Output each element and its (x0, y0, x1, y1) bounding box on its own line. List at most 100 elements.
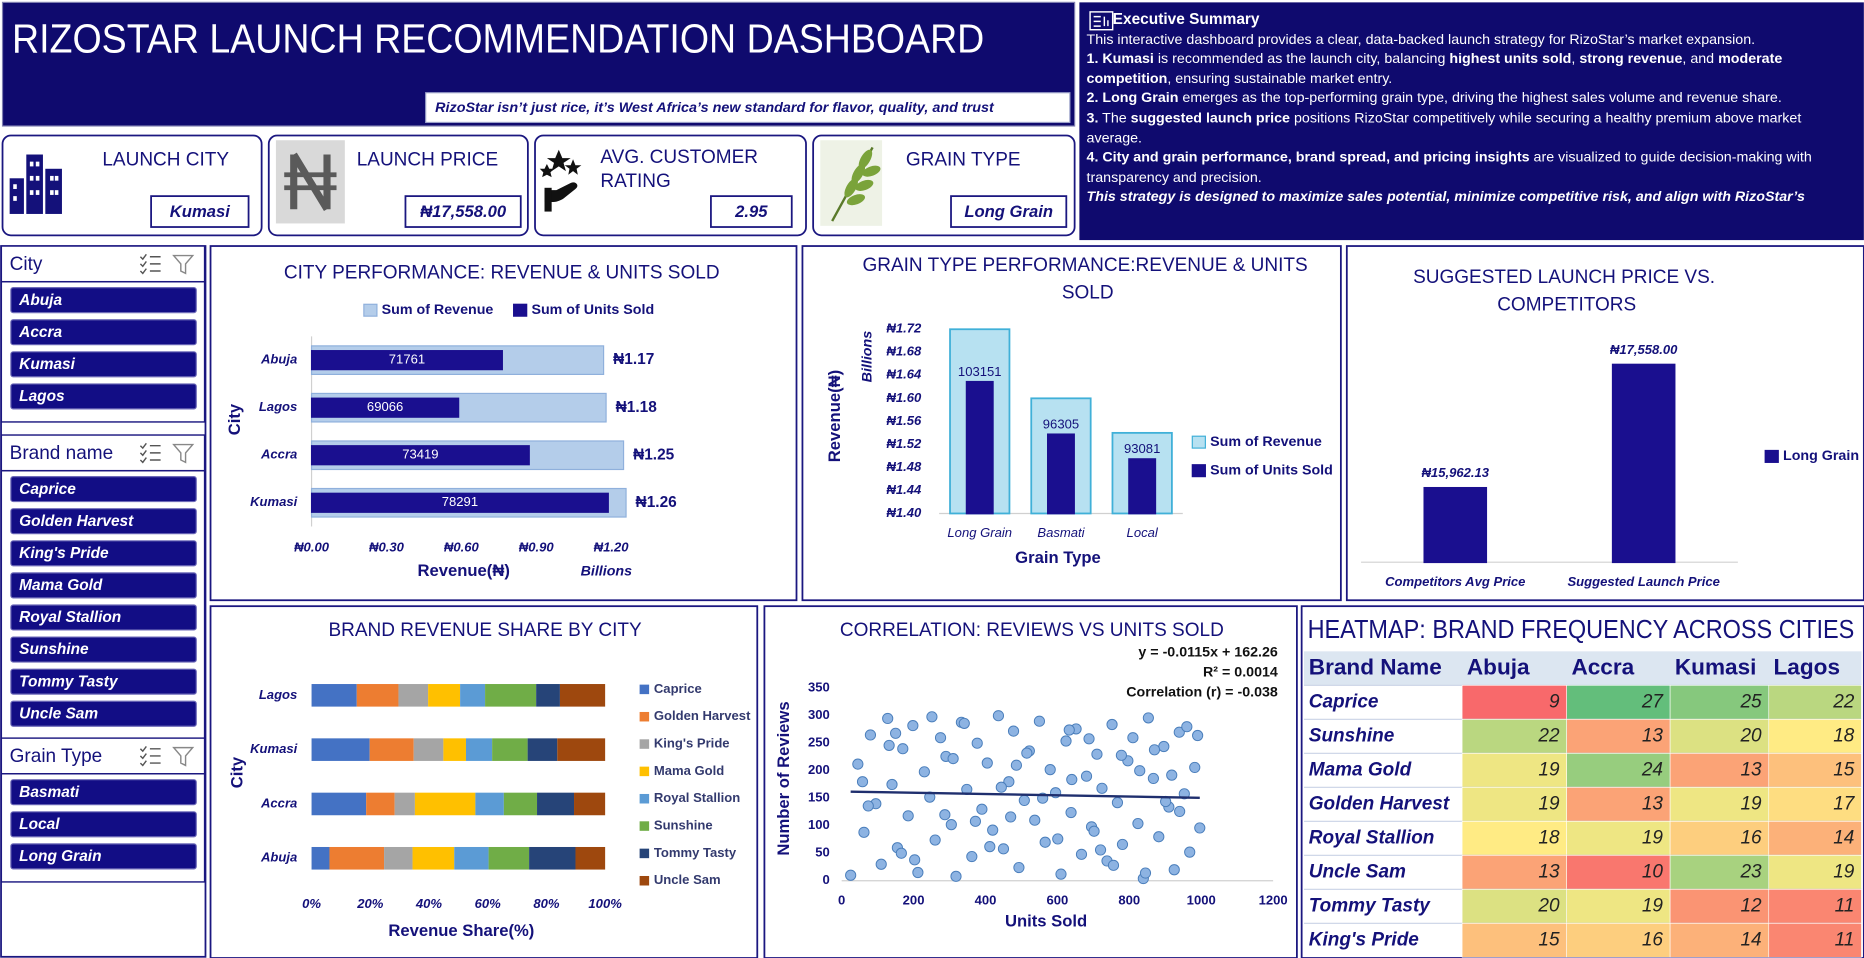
legend-swatch (639, 793, 650, 804)
slicer-item[interactable] (10, 508, 197, 535)
bar-segment (475, 792, 504, 816)
cell-value: 19 (1538, 793, 1560, 814)
slicer-item-label[interactable]: King's Pride (19, 545, 109, 562)
bar-segment (412, 846, 455, 870)
value-label: ₦1.17 (613, 351, 654, 368)
scatter-point (845, 869, 857, 881)
x-axis-label: Revenue Share(%) (388, 921, 534, 940)
heat-cell (1768, 855, 1862, 890)
slicer-item-label[interactable]: Basmati (19, 784, 80, 801)
slicer-item[interactable] (10, 476, 197, 503)
bar-segment (384, 846, 413, 870)
scatter-point (1091, 748, 1103, 760)
slicer-item[interactable] (10, 843, 197, 870)
category-label: Kumasi (250, 494, 298, 509)
category-label: Accra (260, 447, 297, 462)
slicer-item[interactable] (10, 383, 197, 410)
scatter-point (1096, 782, 1108, 794)
slicer-item[interactable] (10, 700, 197, 727)
value-label: ₦1.26 (636, 494, 678, 511)
summary-text: This strategy is designed to maximize sa… (1086, 188, 1805, 205)
column-header: Accra (1571, 654, 1634, 679)
y-tick-label: 250 (808, 735, 830, 750)
slicer-item-label[interactable]: Long Grain (19, 848, 101, 865)
scatter-point (1148, 744, 1161, 756)
tagline: RizoStar isn’t just rice, it’s West Afri… (435, 100, 995, 116)
bar-segment (356, 684, 399, 707)
bar (1128, 458, 1157, 515)
slicer-item[interactable] (10, 319, 197, 346)
multiselect-icon[interactable] (139, 746, 161, 767)
legend-label: Sum of Units Sold (1210, 462, 1333, 478)
slicer-item[interactable] (10, 351, 197, 378)
slicer-item-label[interactable]: Uncle Sam (19, 705, 98, 722)
scatter-point (947, 753, 959, 765)
slicer-item-label[interactable]: Tommy Tasty (19, 673, 119, 690)
summary-panel (1079, 2, 1864, 241)
scatter-point (929, 834, 941, 846)
slicer-item[interactable] (10, 287, 197, 314)
scatter-point (1127, 732, 1139, 744)
multiselect-icon[interactable] (139, 253, 161, 275)
bar (965, 380, 994, 515)
value-label: 96305 (1043, 416, 1079, 431)
axis-unit-label: Billions (581, 563, 633, 579)
scatter-point (1075, 848, 1088, 860)
cell-value: 22 (1832, 691, 1855, 712)
text-line: COMPETITORS (1497, 294, 1636, 315)
summary-text: 3. (1086, 109, 1099, 126)
y-tick-label: 350 (808, 680, 830, 695)
scatter-point (1029, 814, 1041, 826)
kpi-value: ₦17,558.00 (420, 202, 507, 221)
clear-filter-icon[interactable] (172, 254, 195, 275)
legend-swatch (1764, 449, 1779, 463)
scatter-point (1060, 735, 1072, 747)
slicer-item[interactable] (10, 572, 197, 599)
slicer-item-label[interactable]: Lagos (19, 388, 65, 405)
clear-filter-icon[interactable] (172, 443, 195, 464)
scatter-point (1116, 838, 1129, 851)
annotation: y = -0.0115x + 162.26 (1138, 644, 1278, 660)
multiselect-icon[interactable] (139, 442, 161, 464)
trendline (850, 790, 1200, 799)
x-tick-label: ₦0.00 (294, 539, 330, 554)
chart-title: SUGGESTED LAUNCH PRICE VS. COMPETITORS (1413, 267, 1720, 315)
annotation: Correlation (r) = -0.038 (1126, 685, 1278, 701)
kpi-value: Kumasi (170, 202, 230, 221)
slicer-item-label[interactable]: Kumasi (19, 356, 75, 373)
kpi-label: LAUNCH CITY (102, 149, 229, 170)
slicer-item[interactable] (10, 779, 197, 806)
slicer-item[interactable] (10, 811, 197, 838)
y-tick-label: ₦1.52 (886, 436, 922, 451)
scatter-point (1005, 811, 1017, 823)
slicer-header (0, 245, 206, 283)
slicer-item-label[interactable]: Abuja (18, 292, 62, 309)
slicer-item[interactable] (10, 540, 197, 567)
summary-text: , ensuring sustainable market entry. (1167, 69, 1393, 87)
scatter-point (875, 858, 887, 870)
slicer-item-label[interactable]: Golden Harvest (19, 513, 134, 530)
legend-label: King's Pride (654, 736, 730, 751)
slicer-item[interactable] (10, 636, 197, 663)
category-label: Suggested Launch Price (1567, 574, 1719, 589)
summary-paragraph: 1. Kumasi is recommended as the launch c… (1087, 49, 1860, 88)
slicer-item-label[interactable]: Royal Stallion (19, 609, 121, 626)
slicer-item-label[interactable]: Mama Gold (19, 577, 103, 594)
slicer-item-label[interactable]: Sunshine (19, 641, 89, 658)
bar-segment (311, 792, 367, 816)
scatter-point (897, 743, 909, 755)
y-tick-label: 200 (808, 762, 830, 777)
slicer-item[interactable] (10, 668, 197, 695)
slicer-item[interactable] (10, 604, 197, 631)
kpi-label: GRAIN TYPE (906, 149, 1021, 170)
clear-filter-icon[interactable] (172, 746, 195, 767)
slicer-item-label[interactable]: Accra (18, 324, 62, 341)
slicer-item-label[interactable]: Caprice (19, 481, 76, 498)
scatter-point (1010, 759, 1022, 771)
scatter-point (997, 843, 1010, 855)
x-tick-label: 0 (838, 892, 845, 907)
scatter-point (890, 727, 902, 739)
slicer-item-label[interactable]: Local (19, 816, 60, 833)
y-tick-label: 300 (808, 707, 830, 722)
dashboard-title: RIZOSTAR LAUNCH RECOMMENDATION DASHBOARD (12, 15, 984, 61)
